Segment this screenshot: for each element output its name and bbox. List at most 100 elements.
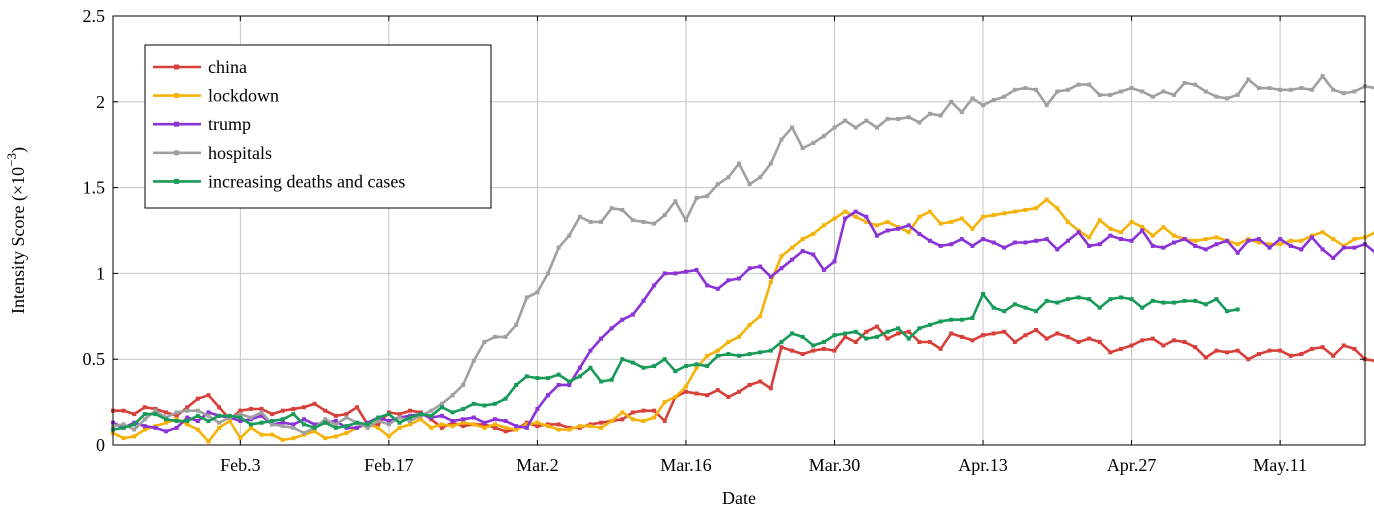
data-point bbox=[355, 405, 360, 410]
data-point bbox=[609, 418, 614, 423]
data-point bbox=[1214, 242, 1219, 247]
data-point bbox=[408, 422, 413, 427]
data-point bbox=[726, 352, 731, 357]
data-point bbox=[1256, 237, 1261, 242]
data-point bbox=[917, 340, 922, 345]
data-point bbox=[1044, 197, 1049, 202]
data-point bbox=[1140, 228, 1145, 233]
data-point bbox=[259, 432, 264, 437]
data-point bbox=[662, 418, 667, 423]
data-point bbox=[1129, 297, 1134, 302]
data-point bbox=[959, 317, 964, 322]
data-point bbox=[1193, 82, 1198, 87]
data-point bbox=[853, 329, 858, 334]
data-point bbox=[206, 418, 211, 423]
data-point bbox=[938, 221, 943, 226]
data-point bbox=[1118, 237, 1123, 242]
data-point bbox=[705, 283, 710, 288]
data-point bbox=[524, 425, 529, 430]
data-point bbox=[609, 377, 614, 382]
data-point bbox=[737, 353, 741, 358]
data-point bbox=[906, 230, 911, 235]
data-point bbox=[853, 209, 858, 214]
data-point bbox=[747, 382, 752, 387]
data-point bbox=[492, 425, 497, 430]
data-point bbox=[652, 408, 657, 413]
data-point bbox=[556, 245, 561, 250]
data-point bbox=[514, 427, 519, 432]
data-point bbox=[1182, 80, 1187, 85]
data-point bbox=[1118, 230, 1123, 235]
data-point bbox=[981, 333, 986, 338]
data-point bbox=[344, 430, 349, 435]
data-point bbox=[217, 420, 222, 425]
data-point bbox=[1320, 247, 1325, 252]
data-point bbox=[991, 240, 996, 245]
data-point bbox=[185, 408, 190, 413]
data-point bbox=[333, 418, 338, 423]
x-tick-label: Feb.3 bbox=[220, 455, 261, 475]
data-point bbox=[694, 391, 699, 396]
data-point bbox=[970, 96, 975, 101]
data-point bbox=[737, 276, 741, 281]
data-point bbox=[1193, 238, 1198, 243]
data-point bbox=[1118, 346, 1123, 351]
data-point bbox=[1087, 297, 1092, 302]
data-point bbox=[715, 286, 720, 291]
data-point bbox=[1172, 240, 1177, 245]
data-point bbox=[206, 393, 211, 398]
data-point bbox=[280, 420, 285, 425]
series-china bbox=[111, 324, 1374, 434]
data-point bbox=[323, 408, 328, 413]
data-point bbox=[821, 223, 826, 228]
data-point bbox=[365, 422, 370, 427]
data-point bbox=[1140, 89, 1145, 94]
data-point bbox=[461, 417, 466, 422]
data-point bbox=[1256, 240, 1261, 245]
data-point bbox=[206, 439, 211, 444]
data-point bbox=[365, 425, 370, 430]
data-point bbox=[217, 405, 222, 410]
data-point bbox=[132, 427, 137, 432]
data-point bbox=[492, 334, 497, 339]
y-axis-title: Intensity Score (×10−3) bbox=[4, 147, 29, 314]
data-point bbox=[1002, 245, 1007, 250]
data-point bbox=[174, 413, 179, 418]
data-point bbox=[864, 336, 869, 341]
data-point bbox=[938, 319, 943, 324]
ticks: 0 0.5 1 1.5 2 2.5 Feb.3 Feb.17 Mar.2 Mar.16 Mar.30… bbox=[83, 6, 1365, 475]
data-point bbox=[556, 422, 561, 427]
data-point bbox=[662, 213, 667, 218]
data-point bbox=[832, 259, 837, 264]
y-tick-label: 2.5 bbox=[83, 6, 106, 26]
data-point bbox=[970, 338, 975, 343]
data-point bbox=[471, 358, 476, 363]
data-point bbox=[864, 214, 869, 219]
legend-swatch-marker bbox=[174, 150, 179, 156]
data-point bbox=[270, 418, 275, 423]
data-point bbox=[938, 113, 943, 118]
data-point bbox=[1267, 86, 1272, 91]
data-point bbox=[461, 382, 466, 387]
data-point bbox=[779, 345, 784, 350]
data-point bbox=[439, 405, 444, 410]
data-point bbox=[333, 422, 338, 427]
data-point bbox=[620, 417, 625, 422]
data-point bbox=[1023, 240, 1028, 245]
data-point bbox=[1341, 245, 1346, 250]
data-point bbox=[599, 420, 604, 425]
data-point bbox=[567, 427, 572, 432]
data-point bbox=[906, 115, 911, 120]
data-point bbox=[1044, 336, 1049, 341]
data-point bbox=[885, 329, 890, 334]
data-point bbox=[959, 110, 964, 115]
data-point bbox=[1087, 336, 1092, 341]
data-point bbox=[1012, 340, 1017, 345]
data-point bbox=[609, 326, 614, 331]
data-point bbox=[1235, 250, 1240, 255]
data-point bbox=[386, 412, 391, 417]
data-point bbox=[715, 348, 720, 353]
data-point bbox=[195, 427, 200, 432]
x-tick-label: Mar.2 bbox=[516, 455, 559, 475]
